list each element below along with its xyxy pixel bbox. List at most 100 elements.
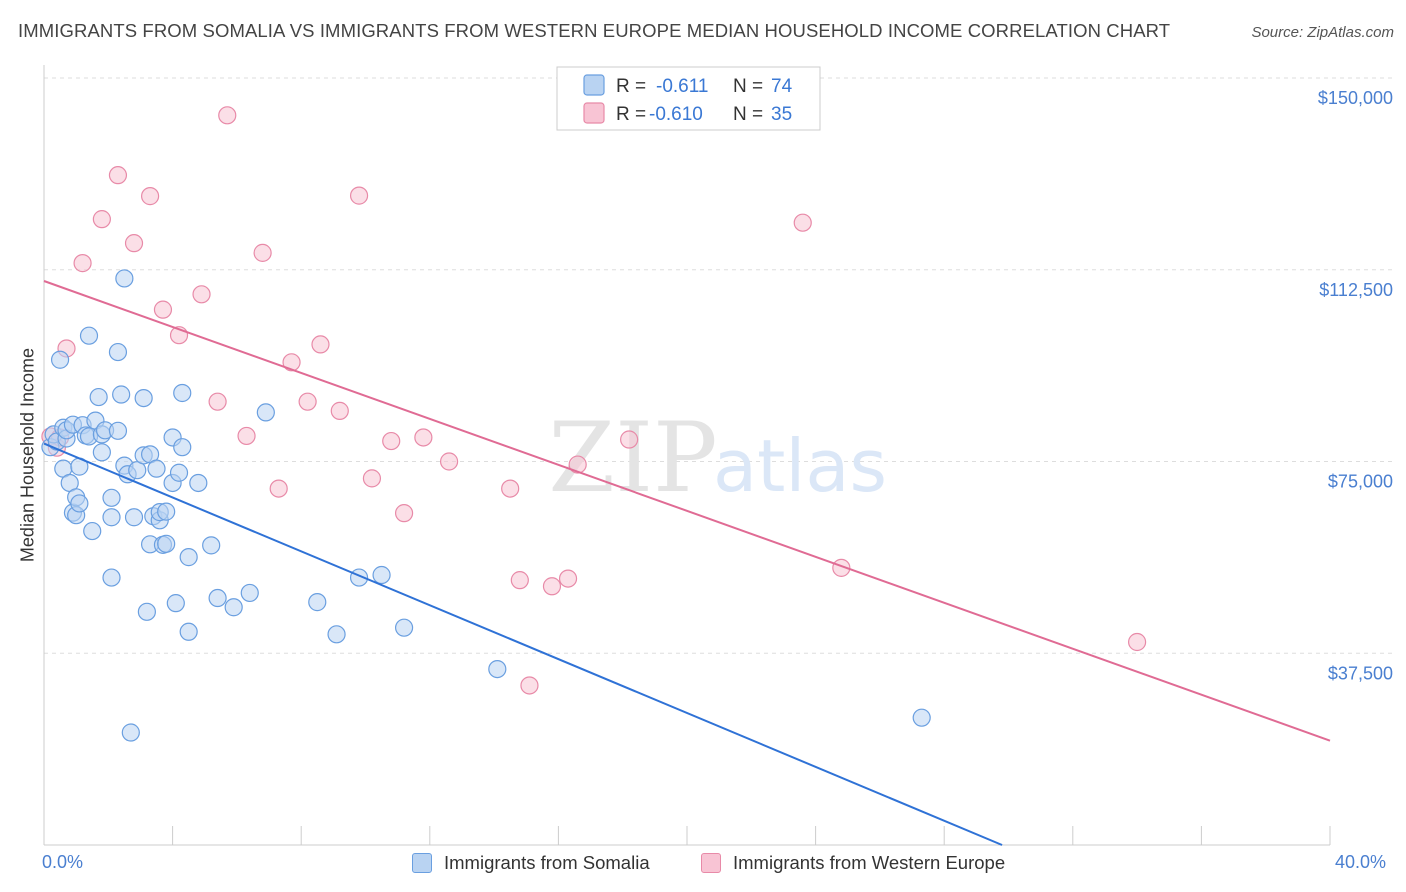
somalia-point: [108, 342, 128, 362]
somalia-point: [166, 594, 185, 613]
western-europe-point: [620, 430, 639, 449]
legend-label-somalia: Immigrants from Somalia: [444, 852, 650, 873]
western-europe-point: [140, 187, 160, 206]
western-europe-point: [793, 213, 812, 232]
western-europe-point: [253, 243, 272, 262]
grid-layer: [44, 77, 1395, 654]
somalia-point: [189, 473, 208, 493]
western-europe-point: [282, 353, 301, 372]
somalia-point: [308, 593, 327, 612]
somalia-point: [112, 385, 131, 404]
somalia-point: [108, 421, 128, 440]
legend-n-value-western-europe: 35: [771, 104, 792, 125]
somalia-point: [208, 588, 227, 608]
y-tick-labels: $37,500 $75,000 $112,500 $150,000: [1318, 88, 1393, 683]
western-europe-point: [92, 210, 111, 229]
western-europe-point: [439, 452, 459, 471]
somalia-point: [102, 568, 121, 587]
somalia-point: [83, 521, 102, 541]
western-europe-point: [269, 479, 288, 498]
somalia-point: [79, 326, 99, 345]
western-europe-point: [520, 676, 539, 695]
axes-layer: [43, 65, 1331, 846]
western-europe-point: [394, 504, 414, 523]
legend-swatch-western-europe-bottom: [701, 853, 721, 873]
somalia-point: [224, 598, 243, 617]
western-europe-point: [558, 569, 578, 588]
western-europe-point: [192, 285, 211, 304]
chart-title: IMMIGRANTS FROM SOMALIA VS IMMIGRANTS FR…: [18, 20, 1171, 41]
somalia-point: [256, 403, 275, 422]
somalia-point: [394, 618, 414, 637]
legend-r-value-western-europe: -0.610: [649, 104, 703, 125]
legend-swatch-somalia: [583, 74, 605, 96]
x-tick-label-max: 40.0%: [1335, 852, 1387, 872]
western-europe-point: [362, 469, 382, 488]
watermark: ZIP atlas: [548, 402, 887, 514]
source-credit: Source: ZipAtlas.com: [1251, 24, 1394, 41]
somalia-point: [121, 723, 140, 742]
somalia-point: [157, 502, 176, 521]
somalia-point: [372, 565, 391, 585]
western-europe-point: [208, 392, 227, 411]
legend-r-label-somalia: R =: [616, 76, 646, 97]
y-tick-label: $75,000: [1328, 472, 1393, 492]
somalia-point: [102, 488, 121, 507]
somalia-point: [70, 494, 89, 513]
somalia-point: [50, 350, 70, 369]
western-europe-point: [108, 166, 128, 185]
western-europe-point: [298, 392, 317, 411]
correlation-legend: R = -0.611 N = 74 R = -0.610 N = 35: [556, 66, 821, 131]
western-europe-point: [414, 428, 433, 447]
somalia-point: [173, 383, 192, 403]
legend-swatch-somalia-bottom: [412, 853, 432, 873]
trend-layer: [43, 280, 1331, 846]
series-legend: Immigrants from Somalia Immigrants from …: [0, 850, 1406, 880]
western-europe-point: [237, 426, 256, 446]
somalia-point: [179, 622, 198, 641]
watermark-atlas: atlas: [713, 424, 887, 508]
western-europe-point: [542, 577, 562, 596]
western-europe-point: [501, 479, 520, 498]
legend-item-western-europe[interactable]: Immigrants from Western Europe: [701, 852, 1005, 874]
legend-item-somalia[interactable]: Immigrants from Somalia: [412, 852, 650, 874]
western-europe-point: [73, 254, 92, 273]
western-europe-point: [349, 186, 369, 205]
western-europe-trend-line: [43, 280, 1331, 742]
western-europe-point: [218, 106, 237, 125]
somalia-point: [89, 387, 108, 407]
somalia-point: [115, 269, 134, 288]
somalia-point: [169, 463, 189, 482]
y-tick-label: $112,500: [1319, 280, 1393, 300]
somalia-point: [124, 508, 144, 527]
somalia-point: [157, 534, 176, 553]
western-europe-point: [311, 335, 330, 354]
legend-swatch-western-europe: [583, 102, 605, 124]
legend-n-value-somalia: 74: [771, 76, 793, 97]
somalia-point: [173, 438, 192, 457]
somalia-point: [240, 583, 259, 603]
somalia-point: [134, 388, 153, 408]
western-europe-point: [510, 571, 529, 590]
western-europe-point: [568, 455, 587, 474]
western-europe-point: [382, 431, 401, 451]
y-tick-label: $150,000: [1318, 88, 1393, 108]
somalia-point: [137, 602, 156, 621]
somalia-point: [327, 625, 346, 644]
somalia-point: [102, 508, 121, 527]
somalia-point: [912, 708, 931, 727]
legend-n-label-western-europe: N =: [733, 104, 763, 125]
points-layer: [41, 106, 1147, 742]
somalia-point: [147, 459, 166, 478]
western-europe-point: [124, 234, 144, 253]
legend-n-label-somalia: N =: [733, 76, 763, 97]
legend-r-label-western-europe: R =: [616, 104, 646, 125]
somalia-point: [179, 548, 198, 567]
somalia-point: [92, 443, 111, 462]
x-tick-label-min: 0.0%: [42, 852, 84, 872]
somalia-point: [202, 536, 221, 555]
legend-label-western-europe: Immigrants from Western Europe: [733, 852, 1006, 873]
western-europe-point: [153, 300, 173, 319]
y-tick-label: $37,500: [1328, 663, 1393, 683]
